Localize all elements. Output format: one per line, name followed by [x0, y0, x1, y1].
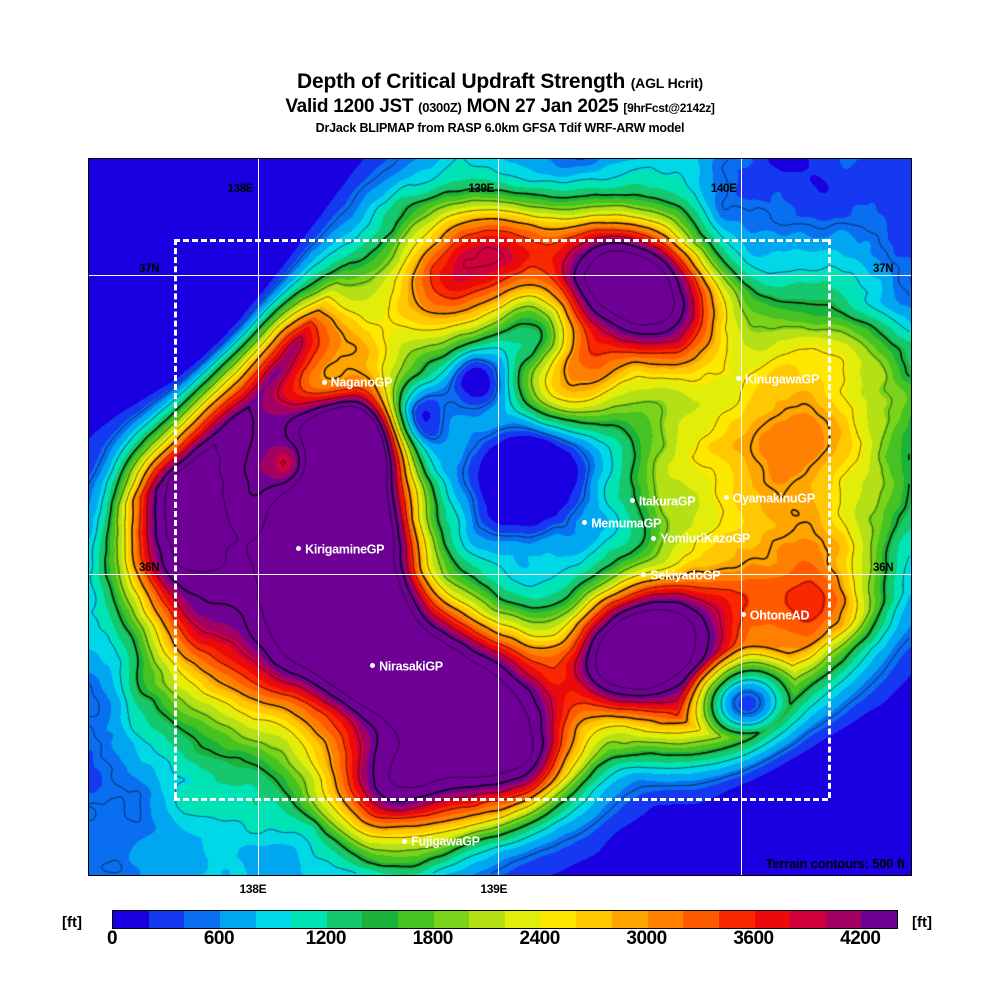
- colorbar-tick-1800: 1800: [412, 928, 454, 949]
- chart-title: Depth of Critical Updraft Strength (AGL …: [0, 70, 1000, 95]
- site-dot-icon: [582, 519, 588, 525]
- colorbar-tick-0: 0: [106, 928, 118, 949]
- colorbar-tick-4200: 4200: [840, 928, 881, 949]
- chart-title-suffix: (AGL Hcrit): [630, 75, 703, 91]
- site-label: MemumaGP: [591, 516, 662, 531]
- subregion-box-top: [173, 239, 828, 243]
- site-label: KinugawaGP: [744, 372, 819, 387]
- gridline-lon-2: [741, 159, 742, 875]
- colorbar-swatch-12: [540, 911, 577, 928]
- subregion-box-bottom: [173, 798, 828, 802]
- colorbar-swatch-18: [754, 911, 791, 928]
- colorbar-swatch-13: [576, 911, 612, 928]
- colorbar-swatch-6: [326, 911, 363, 928]
- lat-label-right-37N: 37N: [873, 262, 894, 275]
- valid-time-utc: (0300Z): [418, 100, 462, 115]
- map-frame[interactable]: 138E 139E 140E 37N 36N 37N 36N NaganoGP Kirigami…: [88, 158, 912, 876]
- site-label: OyamakinuGP: [732, 491, 815, 506]
- site-marker-KirigamineGP[interactable]: KirigamineGP: [296, 542, 385, 557]
- site-marker-SekiyadoGP[interactable]: SekiyadoGP: [641, 568, 721, 583]
- colorbar-tick-3600: 3600: [733, 928, 774, 949]
- colorbar-swatch-7: [362, 911, 399, 928]
- site-marker-OyamakinuGP[interactable]: OyamakinuGP: [723, 491, 815, 506]
- colorbar-swatch-16: [683, 911, 719, 928]
- site-dot-icon: [723, 494, 729, 500]
- colorbar-swatch-8: [398, 911, 434, 928]
- lon-label-top-138E: 138E: [227, 183, 254, 195]
- site-label: OhtoneAD: [749, 608, 810, 623]
- colorbar-swatch-14: [611, 911, 648, 928]
- site-dot-icon: [651, 535, 657, 541]
- colorbar-legend: [ft] 0 600 1200 1800 2400 3000 3600 4200 [ft]: [0, 905, 1000, 955]
- colorbar-tick-1200: 1200: [305, 928, 347, 949]
- site-dot-icon: [296, 546, 302, 552]
- lon-label-top-140E: 140E: [710, 183, 737, 195]
- site-marker-OhtoneAD[interactable]: OhtoneAD: [740, 608, 810, 623]
- lat-label-right-36N: 36N: [873, 562, 894, 575]
- site-label: YomiuriKazoGP: [660, 532, 750, 547]
- lon-label-top-139E: 139E: [468, 183, 495, 195]
- title-block: Depth of Critical Updraft Strength (AGL …: [0, 70, 1000, 137]
- colorbar-tick-2400: 2400: [519, 928, 561, 949]
- colorbar-swatch-1: [148, 911, 185, 928]
- site-marker-NirasakiGP[interactable]: NirasakiGP: [370, 660, 443, 673]
- terrain-contour-note: Terrain contours: 500 ft: [765, 856, 906, 871]
- gridline-lon-1: [498, 159, 499, 875]
- site-marker-YomiuriKazoGP[interactable]: YomiuriKazoGP: [651, 532, 750, 545]
- gridline-lat-0: [89, 275, 911, 276]
- site-dot-icon: [735, 376, 741, 381]
- subregion-box-right: [827, 239, 831, 799]
- colorbar-swatch-19: [790, 911, 826, 928]
- lon-label-bottom-139E: 139E: [480, 882, 508, 896]
- site-marker-FujigawaGP[interactable]: FujigawaGP: [402, 835, 480, 848]
- site-label: ItakuraGP: [638, 494, 696, 509]
- colorbar-swatch-4: [255, 911, 292, 928]
- subregion-box-left: [173, 239, 177, 799]
- site-dot-icon: [321, 379, 327, 385]
- forecast-hour: [9hrFcst@2142z]: [623, 101, 715, 115]
- colorbar-unit-left: [ft]: [62, 914, 82, 931]
- site-dot-icon: [641, 572, 647, 578]
- site-label: SekiyadoGP: [650, 568, 721, 583]
- chart-subtitle: Valid 1200 JST (0300Z) MON 27 Jan 2025 […: [0, 95, 1000, 120]
- colorbar-swatch-20: [825, 911, 862, 928]
- colorbar-swatch-3: [219, 911, 256, 928]
- site-label: FujigawaGP: [411, 835, 480, 850]
- colorbar-swatch-5: [291, 911, 327, 928]
- colorbar-swatches: [112, 910, 898, 929]
- colorbar-swatch-2: [184, 911, 220, 928]
- updraft-depth-heatmap: [89, 159, 911, 875]
- colorbar-swatch-21: [861, 911, 898, 928]
- colorbar-tick-labels: 0 600 1200 1800 2400 3000 3600 4200: [107, 928, 896, 952]
- valid-time: Valid 1200 JST: [285, 96, 414, 117]
- site-marker-ItakuraGP[interactable]: ItakuraGP: [629, 494, 696, 509]
- colorbar-swatch-15: [647, 911, 684, 928]
- model-source-line: DrJack BLIPMAP from RASP 6.0km GFSA Tdif…: [315, 121, 685, 135]
- site-marker-MemumaGP[interactable]: MemumaGP: [582, 517, 661, 530]
- colorbar-unit-right: [ft]: [912, 914, 932, 931]
- colorbar-tick-600: 600: [203, 928, 235, 949]
- colorbar-swatch-9: [433, 911, 470, 928]
- site-marker-KinugawaGP[interactable]: KinugawaGP: [735, 372, 819, 387]
- lon-label-bottom-138E: 138E: [239, 882, 267, 896]
- site-label: NirasakiGP: [379, 659, 443, 674]
- colorbar-swatch-17: [718, 911, 755, 928]
- site-label: KirigamineGP: [305, 542, 385, 557]
- site-dot-icon: [402, 838, 408, 844]
- chart-title-main: Depth of Critical Updraft Strength: [297, 70, 626, 93]
- lat-label-left-36N: 36N: [139, 562, 160, 575]
- site-dot-icon: [740, 612, 746, 618]
- colorbar-swatch-11: [505, 911, 541, 928]
- colorbar-swatch-10: [469, 911, 506, 928]
- site-dot-icon: [370, 663, 376, 669]
- site-marker-NaganoGP[interactable]: NaganoGP: [321, 376, 393, 391]
- site-label: NaganoGP: [330, 376, 393, 391]
- valid-date: MON 27 Jan 2025: [466, 96, 619, 117]
- lat-label-left-37N: 37N: [139, 262, 160, 275]
- gridline-lat-1: [89, 574, 911, 575]
- colorbar-tick-3000: 3000: [626, 928, 667, 949]
- gridline-lon-0: [258, 159, 259, 875]
- site-dot-icon: [629, 497, 635, 503]
- colorbar-swatch-0: [113, 911, 149, 928]
